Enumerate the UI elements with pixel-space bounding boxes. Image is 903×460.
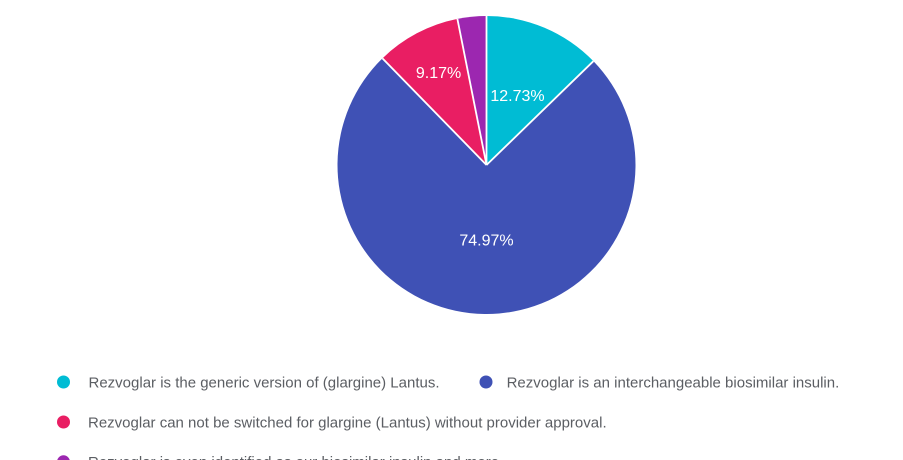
svg-text:12.73%: 12.73% [490,88,544,105]
svg-text:Rezvoglar can not be switched: Rezvoglar can not be switched for glargi… [88,414,607,431]
svg-text:Rezvoglar is an interchangeabl: Rezvoglar is an interchangeable biosimil… [507,375,840,392]
svg-text:9.17%: 9.17% [416,65,461,82]
svg-text:74.97%: 74.97% [459,233,513,250]
svg-text:Rezvoglar is the generic versi: Rezvoglar is the generic version of (gla… [89,375,440,392]
svg-text:Rezvoglar is even identified a: Rezvoglar is even identified as our bios… [88,454,503,460]
